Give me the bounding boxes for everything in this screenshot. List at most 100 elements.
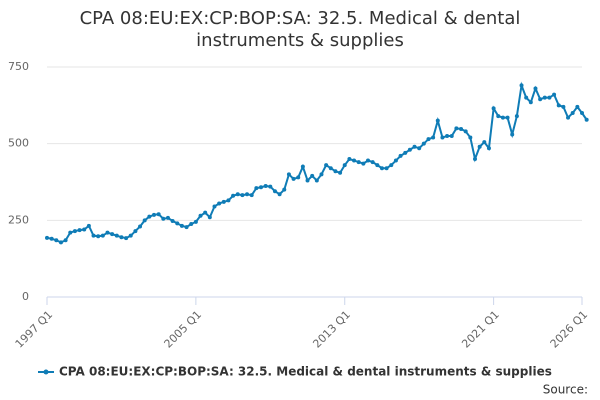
data-point [147, 214, 152, 219]
data-point [505, 115, 510, 120]
data-point [119, 235, 124, 240]
data-point [198, 213, 203, 218]
data-point [486, 146, 491, 151]
data-point [519, 83, 524, 88]
x-tick-label: 2005 Q1 [162, 308, 205, 351]
data-point [566, 115, 571, 120]
data-point [138, 224, 143, 229]
x-tick-label: 2026 Q1 [548, 308, 591, 351]
series-line [46, 81, 588, 244]
data-point [45, 235, 49, 240]
data-point [421, 141, 426, 146]
data-point [556, 103, 561, 108]
data-point [114, 233, 119, 238]
data-point [426, 137, 431, 142]
y-tick-label: 500 [8, 137, 29, 150]
data-point [468, 135, 473, 140]
data-point [212, 204, 217, 209]
data-point [463, 129, 468, 134]
data-point [272, 189, 277, 194]
data-point [445, 134, 450, 138]
data-point [193, 219, 198, 224]
data-point [542, 95, 547, 100]
data-point [482, 140, 487, 145]
data-point [393, 158, 398, 163]
data-point [128, 233, 133, 238]
y-tick-label: 0 [22, 290, 29, 303]
data-point [328, 166, 333, 171]
data-point [338, 170, 343, 175]
data-point [63, 238, 68, 243]
data-point [96, 234, 101, 239]
data-point [347, 157, 352, 161]
data-point [319, 172, 324, 177]
data-point [538, 97, 543, 102]
data-point [389, 163, 394, 168]
data-point [91, 233, 96, 238]
data-point [170, 218, 175, 223]
data-point [580, 111, 584, 115]
data-point [124, 236, 129, 241]
data-point [352, 158, 357, 163]
data-point [496, 114, 501, 119]
data-point [361, 161, 366, 166]
data-point [286, 172, 291, 177]
data-point [226, 198, 231, 203]
data-point [175, 221, 180, 226]
data-point [356, 160, 361, 165]
data-point [561, 104, 566, 109]
data-point [58, 240, 63, 245]
data-point [161, 216, 166, 221]
data-point [370, 160, 375, 165]
data-point [277, 192, 282, 197]
data-point [473, 157, 477, 161]
data-point [133, 229, 138, 234]
data-point [379, 166, 384, 171]
data-point [431, 135, 436, 140]
y-tick-label: 250 [8, 213, 29, 226]
data-point [477, 144, 482, 149]
data-point [254, 186, 259, 191]
data-point [552, 92, 557, 97]
data-point [165, 215, 170, 220]
data-point [207, 215, 212, 220]
legend-marker [43, 369, 49, 375]
data-point [459, 126, 464, 131]
data-point [547, 95, 552, 100]
data-point [500, 115, 505, 120]
data-point [235, 192, 240, 197]
legend-label: CPA 08:EU:EX:CP:BOP:SA: 32.5. Medical & … [59, 365, 552, 379]
chart-title: CPA 08:EU:EX:CP:BOP:SA: 32.5. Medical & … [79, 8, 521, 51]
data-point [314, 178, 319, 183]
data-point [179, 223, 184, 228]
data-point [407, 147, 412, 152]
data-point [533, 86, 538, 91]
data-point [291, 176, 296, 181]
data-point [282, 187, 287, 192]
data-point [584, 117, 589, 122]
data-point [203, 210, 208, 215]
data-point [142, 218, 147, 223]
data-point [440, 135, 445, 140]
data-point [245, 192, 250, 197]
data-point [268, 184, 273, 189]
data-point [49, 236, 54, 241]
data-point [491, 106, 496, 111]
data-point [184, 225, 189, 230]
data-point [403, 150, 408, 155]
data-point [156, 212, 161, 217]
data-point [524, 95, 529, 100]
data-point [435, 118, 440, 123]
data-point [68, 230, 73, 235]
data-point [305, 178, 310, 183]
data-point [324, 163, 329, 168]
x-tick-label: 1997 Q1 [13, 308, 56, 351]
data-point [514, 114, 519, 119]
data-point [72, 229, 77, 234]
data-point [110, 232, 115, 237]
y-tick-label: 750 [8, 60, 29, 73]
data-point [100, 233, 105, 238]
data-point [342, 163, 347, 168]
